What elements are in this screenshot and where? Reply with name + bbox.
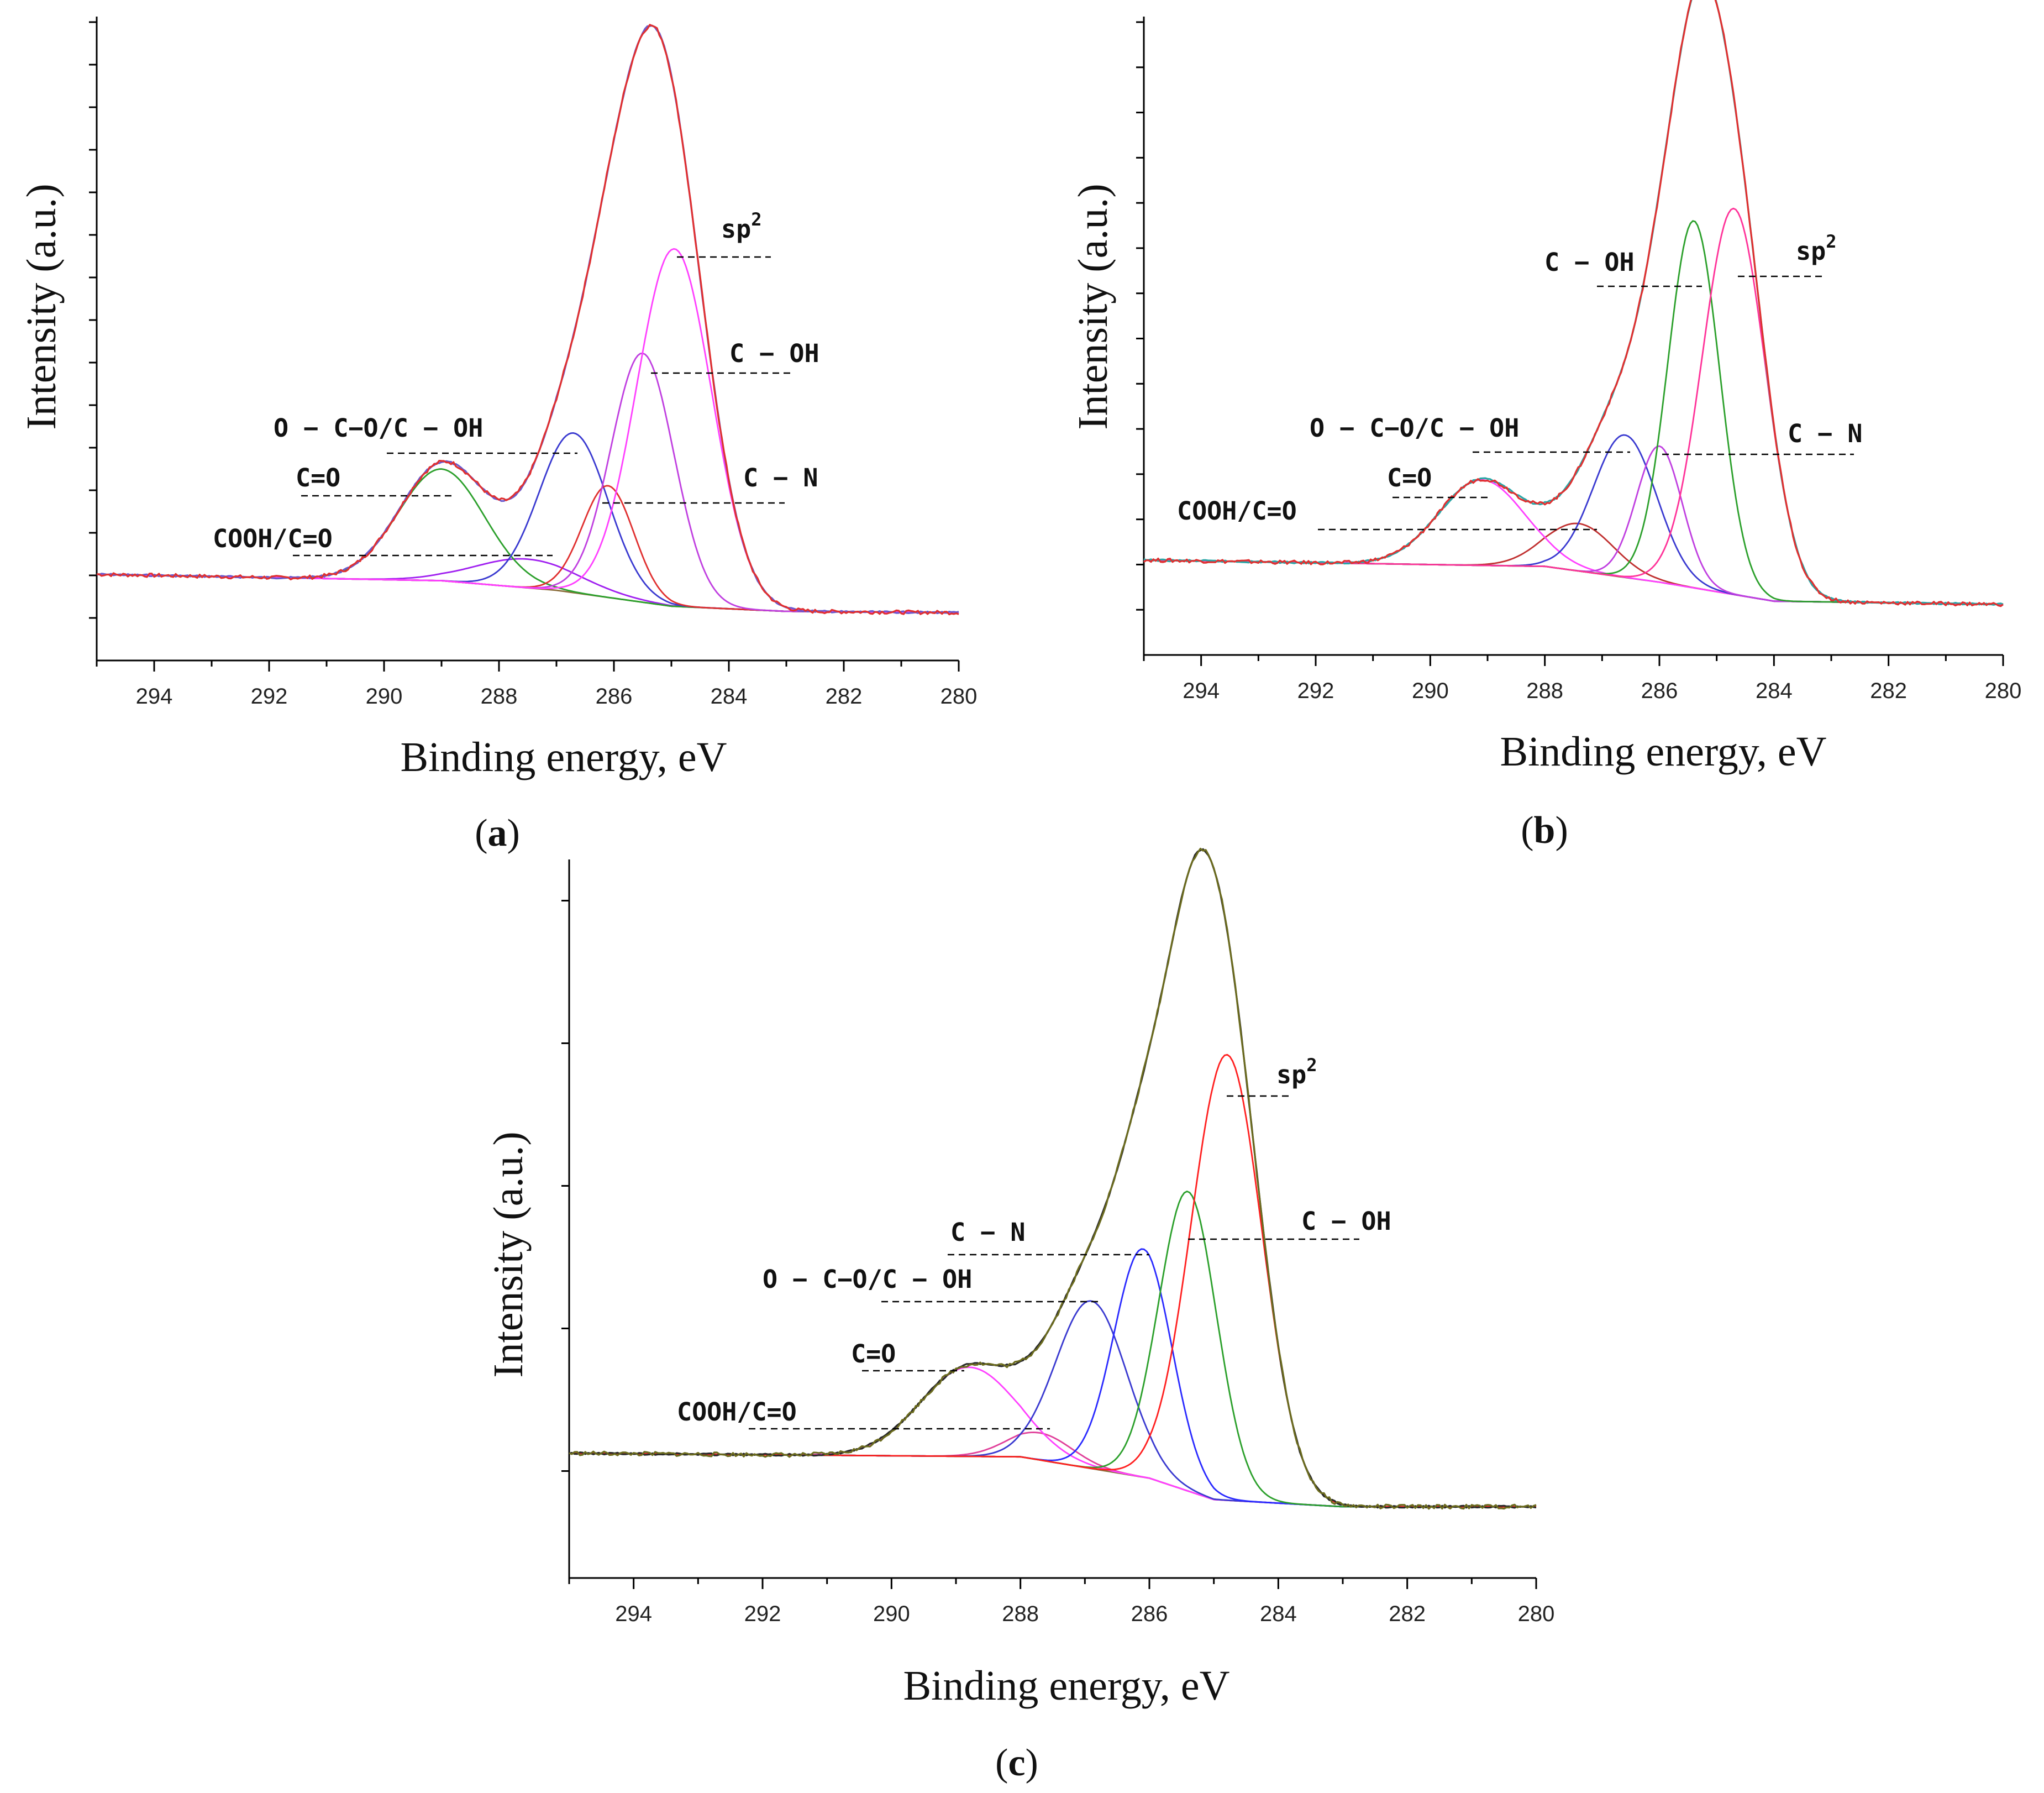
peak-label-o-c-o-c-oh: O − C−O/C − OH [1310, 413, 1519, 443]
peak-label-cooh-c-o: COOH/C=O [1177, 496, 1297, 526]
peak-label-c-o: C=O [296, 463, 340, 492]
x-tick-label: 284 [1260, 1602, 1297, 1626]
peak-label-c-n: C − N [743, 463, 818, 492]
peak-label-c-o: C=O [1387, 463, 1432, 492]
peak-sp2-curve [96, 248, 959, 614]
x-tick-label: 292 [1297, 679, 1334, 703]
peak-sp2-curve [569, 1053, 1536, 1508]
x-tick-label: 290 [873, 1602, 910, 1626]
x-tick-label: 282 [1389, 1602, 1426, 1626]
y-axis-label: Intensity (a.u.) [18, 184, 65, 429]
peak-label-c-oh: C − OH [1544, 248, 1635, 277]
peak-label-c-n: C − N [950, 1218, 1025, 1247]
x-tick-label: 286 [1131, 1602, 1168, 1626]
baseline-curve [96, 573, 959, 614]
x-tick-label: 294 [1183, 679, 1220, 703]
x-tick-label: 286 [596, 684, 633, 709]
panel-caption: (c) [995, 1742, 1038, 1784]
peak-label-o-c-o-c-oh: O − C−O/C − OH [274, 413, 483, 443]
peak-label-c-oh: C − OH [729, 339, 819, 368]
x-tick-label: 282 [1870, 679, 1907, 703]
peak-o-c-o-c-oh-curve [96, 432, 959, 614]
x-tick-label: 284 [711, 684, 748, 709]
x-tick-label: 294 [136, 684, 173, 709]
x-tick-label: 280 [1985, 679, 2022, 703]
x-tick-label: 294 [615, 1602, 652, 1626]
x-tick-label: 280 [1518, 1602, 1555, 1626]
x-tick-label: 288 [1002, 1602, 1039, 1626]
y-axis-label: Intensity (a.u.) [485, 1131, 532, 1377]
peak-label-o-c-o-c-oh: O − C−O/C − OH [763, 1265, 972, 1294]
peak-c-oh-curve [1144, 220, 2004, 605]
panel-a: 294 292 290 288 286 284 282 280 Binding energy, … [18, 17, 977, 854]
x-tick-label: 280 [940, 684, 978, 709]
peak-label-c-o: C=O [851, 1339, 896, 1369]
x-tick-label: 286 [1641, 679, 1678, 703]
peak-c-oh-curve [569, 1191, 1536, 1508]
x-tick-label: 284 [1756, 679, 1793, 703]
peak-label-c-oh: C − OH [1301, 1207, 1391, 1236]
x-tick-label: 292 [251, 684, 288, 709]
x-tick-label: 292 [744, 1602, 781, 1626]
peak-label-cooh-c-o: COOH/C=O [677, 1397, 797, 1427]
x-tick-label: 288 [1526, 679, 1563, 703]
experimental-spectrum-curve [1143, 0, 2004, 607]
peak-label-sp2: sp2 [1276, 1055, 1317, 1089]
x-tick-label: 290 [1412, 679, 1449, 703]
x-axis-label: Binding energy, eV [1500, 728, 1826, 775]
peak-cooh-c-o-curve [569, 1432, 1536, 1508]
experimental-spectrum-curve [96, 24, 959, 616]
peak-label-c-n: C − N [1788, 419, 1862, 448]
peak-label-sp2: sp2 [721, 209, 761, 244]
x-tick-label: 288 [481, 684, 518, 709]
panel-c: 294 292 290 288 286 284 282 280 Binding energy, … [485, 847, 1555, 1784]
x-tick-label: 282 [826, 684, 863, 709]
x-axis-label: Binding energy, eV [400, 734, 727, 780]
x-tick-label: 290 [366, 684, 403, 709]
peak-label-cooh-c-o: COOH/C=O [213, 524, 333, 553]
peak-label-sp2: sp2 [1796, 231, 1836, 266]
panel-caption: (a) [475, 812, 520, 854]
baseline-curve [1144, 559, 2004, 605]
experimental-spectrum-curve [569, 847, 1537, 1510]
baseline-curve [569, 1452, 1536, 1508]
x-axis-label: Binding energy, eV [903, 1663, 1229, 1709]
panel-caption: (b) [1521, 809, 1568, 852]
peak-c-n-curve [569, 1248, 1536, 1508]
panel-b: 294 292 290 288 286 284 282 280 Binding energy, … [1070, 0, 2021, 852]
peak-cooh-c-o-curve [96, 558, 959, 614]
y-axis-label: Intensity (a.u.) [1070, 184, 1116, 429]
